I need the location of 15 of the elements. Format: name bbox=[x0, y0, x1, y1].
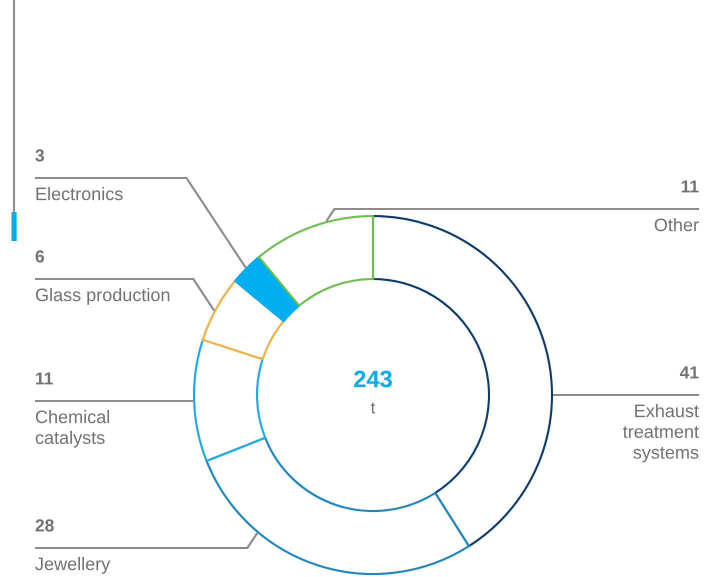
data-label: 6 bbox=[36, 250, 44, 263]
slice-label: Chemical catalysts bbox=[36, 410, 110, 448]
text: 243 bbox=[354, 370, 392, 388]
data-label: 11 bbox=[682, 180, 699, 192]
slice-label: Electronics bbox=[36, 187, 123, 200]
data-label: 3 bbox=[35, 149, 44, 162]
text: t bbox=[370, 402, 376, 414]
slice-label: Exhaust treatment systems bbox=[623, 404, 699, 462]
slice-label: Other bbox=[654, 218, 699, 232]
data-label: 41 bbox=[680, 366, 699, 378]
slice-label: Glass production bbox=[36, 288, 170, 305]
slice-label: Jewellery bbox=[35, 557, 110, 574]
donut-slice bbox=[234, 256, 300, 322]
data-label: 11 bbox=[36, 372, 53, 384]
data-label: 28 bbox=[36, 519, 54, 532]
